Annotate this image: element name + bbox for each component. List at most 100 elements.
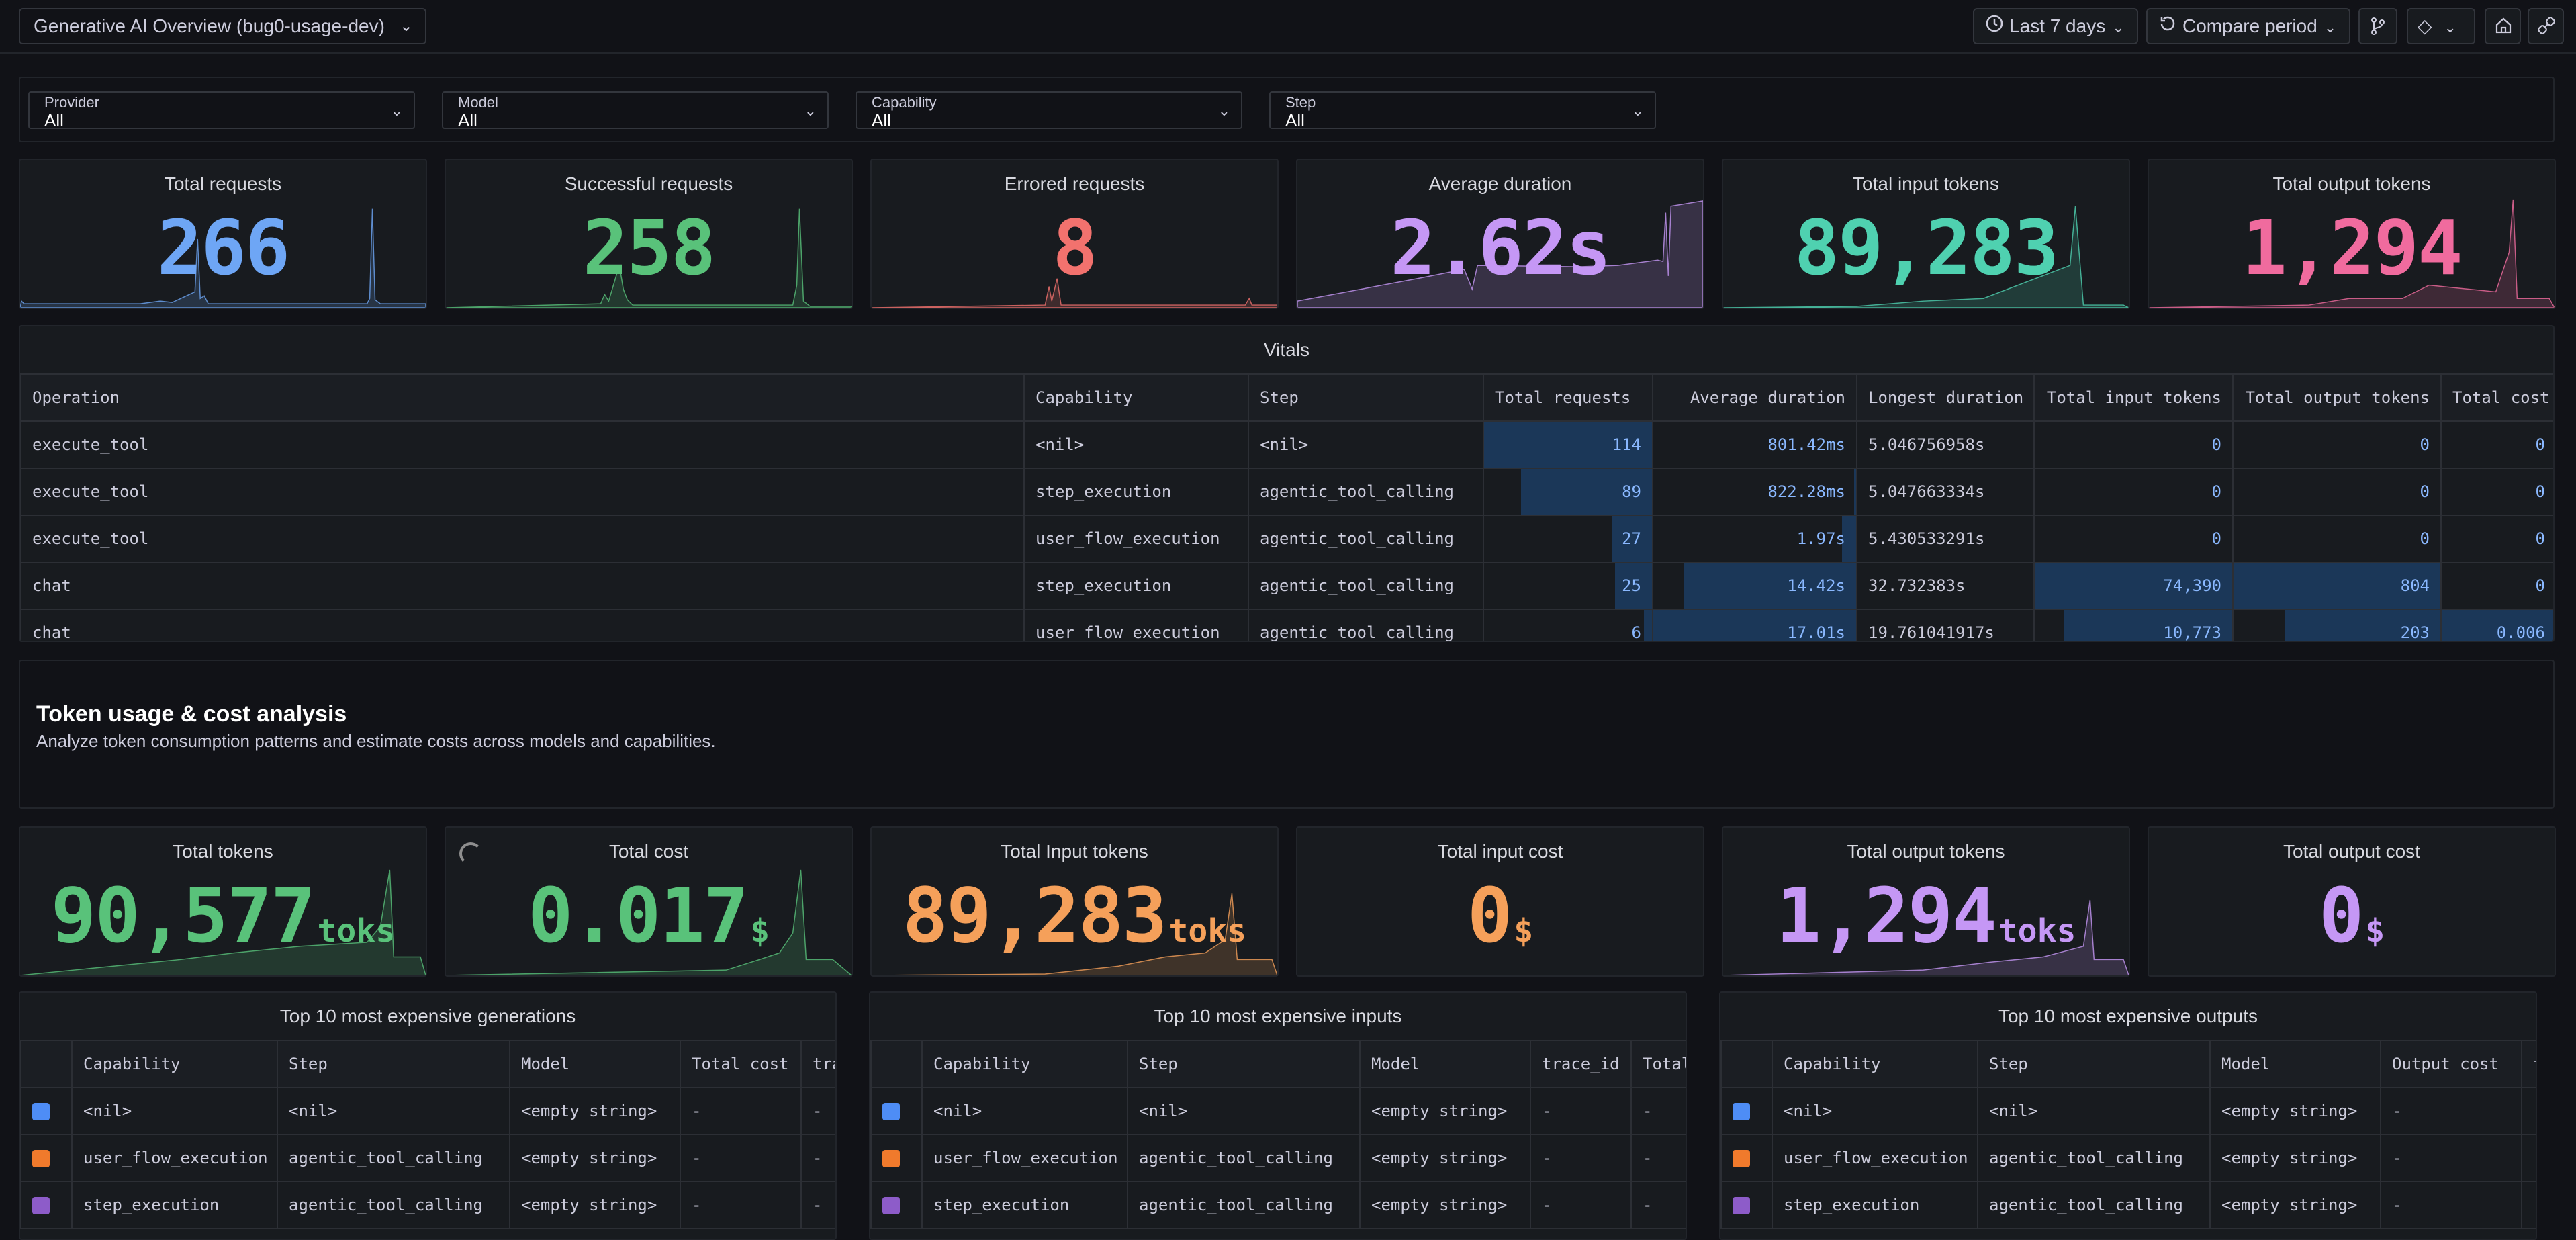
color-swatch-cell (20, 1087, 73, 1135)
stat-value: 258 (582, 205, 716, 292)
stat-panel-total-output-cost[interactable]: Total output cost 0$ (2148, 826, 2556, 977)
cell-bar (1485, 423, 1651, 467)
table-title: Top 10 most expensive generations (279, 1006, 576, 1026)
annotations-dropdown[interactable]: ◇ ⌄ (2407, 8, 2475, 44)
cell-text: chat (32, 576, 71, 595)
column-header[interactable]: trace_id (800, 1040, 835, 1088)
color-swatch (882, 1150, 900, 1167)
sparkline-area (446, 869, 852, 975)
stat-title: Average duration (1428, 173, 1572, 194)
cell-requests: 27 (1483, 515, 1653, 563)
stat-panel-total-cost[interactable]: Total cost 0.017$ (445, 826, 853, 977)
column-header[interactable]: Total input cost (1630, 1040, 1686, 1088)
cell-text: agentic_tool_calling (277, 1134, 510, 1182)
column-header[interactable]: Step (1127, 1040, 1361, 1088)
column-header[interactable]: Longest duration (1856, 373, 2035, 422)
table-row[interactable]: chat user_flow_execution agentic_tool_call… (20, 609, 2553, 642)
dashboard-title-dropdown[interactable]: Generative AI Overview (bug0-usage-dev) … (19, 8, 426, 44)
cell-longest: 19.761041917s (1856, 609, 2035, 641)
model-filter[interactable]: Model All ⌄ (442, 91, 829, 130)
table-row[interactable]: execute_tool step_execution agentic_tool_c… (20, 468, 2553, 516)
table-row[interactable]: execute_tool user_flow_execution agentic_t… (20, 515, 2553, 563)
table-row[interactable]: execute_tool <nil> <nil> 114 801.42ms 5.04675… (20, 420, 2553, 469)
column-header[interactable]: Step (1977, 1040, 2211, 1088)
stat-panel-total-requests[interactable]: Total requests 266 (19, 159, 427, 309)
column-header[interactable]: Capability (71, 1040, 278, 1088)
stat-panel-total-input-tokens[interactable]: Total Input tokens 89,283toks (870, 826, 1279, 977)
column-header[interactable]: Model (2209, 1040, 2381, 1088)
stat-unit: toks (1998, 912, 2076, 950)
table-row[interactable]: step_execution agentic_tool_calling <empty… (870, 1181, 1686, 1229)
column-header[interactable]: Total cost (2440, 373, 2553, 422)
cell-bar (2442, 611, 2553, 641)
column-header[interactable]: Total cost (680, 1040, 802, 1088)
stat-panel-total-output-tokens[interactable]: Total output tokens 1,294toks (1722, 826, 2130, 977)
cell-step: agentic_tool_calling (1248, 562, 1484, 610)
column-header[interactable]: Capability (1023, 373, 1249, 422)
cell-text: - (1630, 1181, 1686, 1229)
column-header[interactable]: Capability (1772, 1040, 1978, 1088)
table-row[interactable]: step_execution agentic_tool_calling <empty… (20, 1181, 835, 1229)
stat-value: 0 (2318, 873, 2364, 960)
compare-period-button[interactable]: Compare period ⌄ (2146, 8, 2350, 44)
column-header[interactable]: trace_id (1530, 1040, 1632, 1088)
stat-panel-successful-requests[interactable]: Successful requests 258 (445, 159, 853, 309)
column-header[interactable]: Average duration (1652, 373, 1857, 422)
cell-text: 0 (2420, 529, 2430, 548)
cell-cost: 0.006 (2440, 609, 2553, 641)
column-header[interactable]: Total input tokens (2033, 373, 2234, 422)
sparkline-area (20, 869, 426, 975)
chevron-down-icon: ⌄ (2444, 19, 2456, 36)
cell-text: agentic_tool_calling (1260, 529, 1454, 548)
column-header[interactable]: Output cost (2380, 1040, 2522, 1088)
table-row[interactable]: user_flow_execution agentic_tool_calling <… (870, 1134, 1686, 1182)
cell-text: <nil> (1260, 435, 1309, 454)
cell-text: 203 (2400, 623, 2430, 642)
cell-step: <nil> (1248, 420, 1484, 469)
stat-panel-total-input-cost[interactable]: Total input cost 0$ (1296, 826, 1704, 977)
stat-panel-errored-requests[interactable]: Errored requests 8 (870, 159, 1279, 309)
cell-text: 804 (2400, 576, 2430, 595)
column-header[interactable]: Step (1248, 373, 1484, 422)
cell-text: 0 (2535, 576, 2545, 595)
cell-bar (2064, 611, 2232, 641)
swatch-column-header (870, 1040, 923, 1088)
stat-panel-total-input-tokens[interactable]: Total input tokens 89,283 (1722, 159, 2130, 309)
table-row[interactable]: step_execution agentic_tool_calling <empty… (1720, 1181, 2536, 1229)
history-icon (2157, 9, 2178, 43)
column-header[interactable]: Operation (20, 373, 1025, 422)
capability-filter[interactable]: Capability All ⌄ (856, 91, 1242, 130)
table-row[interactable]: <nil><nil><empty string>-- (20, 1087, 835, 1135)
column-header[interactable]: Capability (921, 1040, 1128, 1088)
branch-button[interactable] (2358, 8, 2397, 44)
chevron-down-icon: ⌄ (399, 17, 413, 35)
table-row[interactable]: <nil><nil><empty string>-- (1720, 1087, 2536, 1135)
stat-panel-total-output-tokens[interactable]: Total output tokens 1,294 (2148, 159, 2556, 309)
share-link-button[interactable] (2528, 8, 2564, 44)
table-row[interactable]: <nil><nil><empty string>-- (870, 1087, 1686, 1135)
column-header[interactable]: Total output tokens (2232, 373, 2442, 422)
color-swatch-cell (1720, 1087, 1773, 1135)
cell-text: 14.42s (1787, 576, 1845, 595)
column-header[interactable]: Model (509, 1040, 681, 1088)
provider-filter[interactable]: Provider All ⌄ (28, 91, 415, 130)
column-header[interactable]: Total requests (1483, 373, 1653, 422)
cell-bar (1521, 470, 1651, 514)
column-header[interactable]: trace_id (2521, 1040, 2536, 1088)
table-row[interactable]: chat step_execution agentic_tool_calling 25… (20, 562, 2553, 610)
table-row[interactable]: user_flow_execution agentic_tool_calling <… (1720, 1134, 2536, 1182)
column-header[interactable]: Model (1359, 1040, 1531, 1088)
stat-value: 0.017 (527, 873, 749, 960)
color-swatch-cell (1720, 1181, 1773, 1229)
home-button[interactable] (2485, 8, 2521, 44)
cell-text: 89 (1622, 482, 1641, 501)
cell-text: step_execution (1036, 576, 1172, 595)
filter-value: All (872, 110, 891, 130)
step-filter[interactable]: Step All ⌄ (1269, 91, 1656, 130)
stat-panel-average-duration[interactable]: Average duration 2.62s (1296, 159, 1704, 309)
table-row[interactable]: user_flow_execution agentic_tool_calling <… (20, 1134, 835, 1182)
time-range-picker[interactable]: Last 7 days ⌄ (1973, 8, 2138, 44)
column-header[interactable]: Step (277, 1040, 510, 1088)
cell-avg: 1.97s (1652, 515, 1857, 563)
stat-panel-total-tokens[interactable]: Total tokens 90,577toks (19, 826, 427, 977)
